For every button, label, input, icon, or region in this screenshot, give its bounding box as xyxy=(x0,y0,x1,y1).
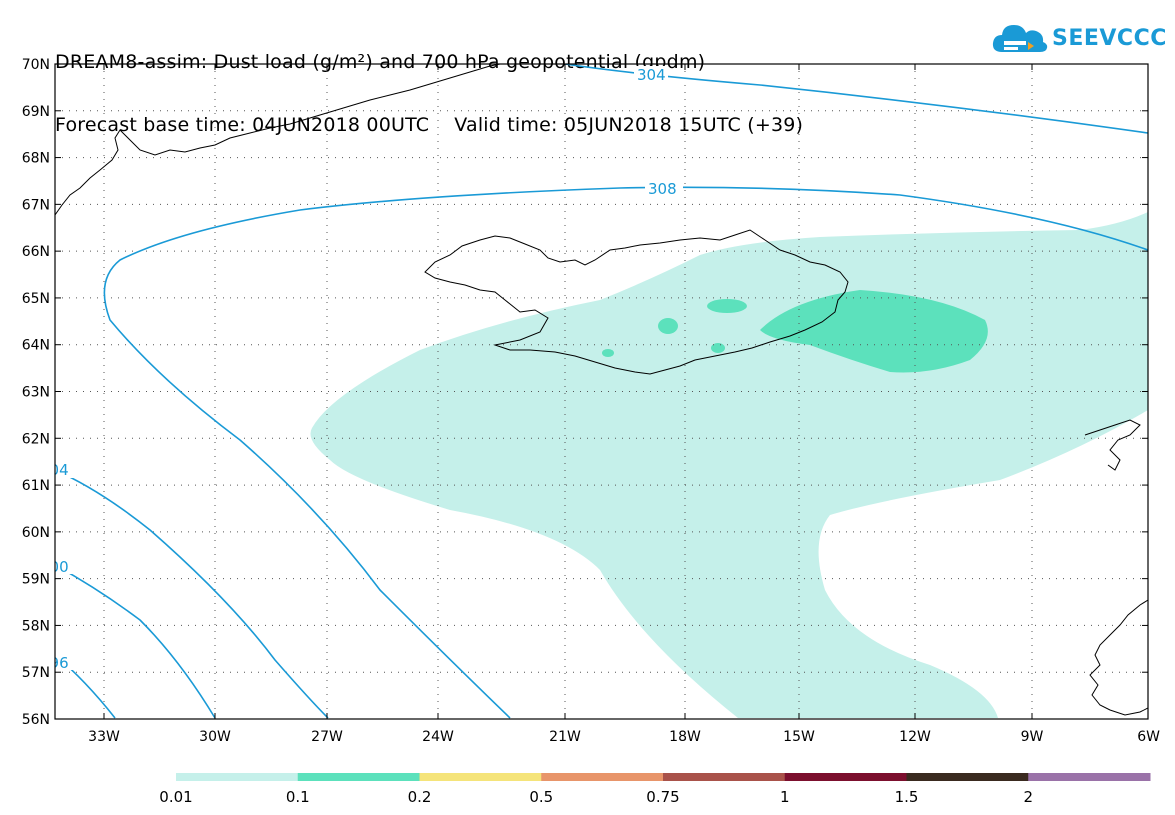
graticule xyxy=(55,64,1148,719)
forecast-base-time: Forecast base time: 04JUN2018 00UTC xyxy=(55,114,430,136)
coast-iceland xyxy=(424,229,849,375)
colorbar: 0.01 0.1 0.2 0.5 0.75 1 1.5 2 xyxy=(159,773,1151,806)
coast-faroe xyxy=(1084,419,1141,471)
colorbar-label-0.2: 0.2 xyxy=(408,788,432,806)
lon-label-9W: 9W xyxy=(1021,729,1044,745)
longitude-labels: 33W 30W 27W 24W 21W 18W 15W 12W 9W 6W xyxy=(88,729,1160,745)
contour-label-304-south: 304 xyxy=(40,461,69,479)
colorbar-label-1: 1 xyxy=(780,788,790,806)
lat-label-70N: 70N xyxy=(22,57,50,73)
colorbar-swatch-1 xyxy=(297,773,420,781)
plot-area: 304 308 304 300 296 xyxy=(40,64,1148,719)
dust-shading-spot-3 xyxy=(711,343,725,353)
axis-ticks xyxy=(55,63,1149,720)
coastlines xyxy=(55,64,1148,716)
lat-label-57N: 57N xyxy=(22,665,50,681)
contour-304-south xyxy=(55,469,329,719)
contour-label-300: 300 xyxy=(40,558,69,576)
colorbar-swatch-5 xyxy=(784,773,907,781)
colorbar-swatch-7 xyxy=(1028,773,1151,781)
lat-label-60N: 60N xyxy=(22,525,50,541)
contour-308 xyxy=(103,186,1148,719)
dust-shading-spot-2 xyxy=(658,318,678,334)
contour-label-308: 308 xyxy=(648,180,677,198)
dust-shading-spot-1 xyxy=(707,299,747,313)
lat-label-65N: 65N xyxy=(22,291,50,307)
lon-label-27W: 27W xyxy=(311,729,343,745)
lat-label-56N: 56N xyxy=(22,712,50,728)
lat-label-61N: 61N xyxy=(22,478,50,494)
colorbar-swatch-4 xyxy=(663,773,786,781)
geopotential-contours xyxy=(55,64,1148,719)
lat-label-63N: 63N xyxy=(22,385,50,401)
lat-label-62N: 62N xyxy=(22,431,50,447)
dust-shading-spot-4 xyxy=(602,349,614,357)
valid-time: Valid time: 05JUN2018 15UTC (+39) xyxy=(454,114,804,136)
contour-label-296: 296 xyxy=(40,654,69,672)
lat-label-58N: 58N xyxy=(22,618,50,634)
lat-label-66N: 66N xyxy=(22,244,50,260)
lon-label-12W: 12W xyxy=(899,729,931,745)
lat-label-68N: 68N xyxy=(22,151,50,167)
lon-label-24W: 24W xyxy=(422,729,454,745)
contour-300 xyxy=(55,564,216,719)
colorbar-label-1.5: 1.5 xyxy=(895,788,919,806)
map-title: DREAM8-assim: Dust load (g/m²) and 700 h… xyxy=(55,10,803,157)
lat-label-67N: 67N xyxy=(22,197,50,213)
latitude-labels: 70N 69N 68N 67N 66N 65N 64N 63N 62N 61N 60N 59N 58N 5… xyxy=(22,57,50,728)
lon-label-15W: 15W xyxy=(783,729,815,745)
contour-304-north xyxy=(564,64,1148,134)
lat-label-69N: 69N xyxy=(22,104,50,120)
colorbar-label-2: 2 xyxy=(1023,788,1033,806)
colorbar-swatch-2 xyxy=(419,773,542,781)
lon-label-33W: 33W xyxy=(88,729,120,745)
colorbar-swatch-0 xyxy=(176,773,299,781)
colorbar-label-0.75: 0.75 xyxy=(646,788,679,806)
title-line-2: Forecast base time: 04JUN2018 00UTC Vali… xyxy=(55,115,803,136)
colorbar-label-0.01: 0.01 xyxy=(159,788,192,806)
coast-greenland xyxy=(55,64,501,216)
colorbar-label-0.1: 0.1 xyxy=(286,788,310,806)
lat-label-59N: 59N xyxy=(22,572,50,588)
lon-label-18W: 18W xyxy=(669,729,701,745)
lat-label-64N: 64N xyxy=(22,338,50,354)
colorbar-label-0.5: 0.5 xyxy=(529,788,553,806)
shading-hole xyxy=(618,261,646,275)
cloud-logo-icon xyxy=(992,25,1048,52)
contour-label-304-north: 304 xyxy=(637,66,666,84)
coast-scotland xyxy=(1089,599,1148,716)
lon-label-21W: 21W xyxy=(549,729,581,745)
colorbar-swatch-6 xyxy=(906,773,1029,781)
colorbar-swatch-3 xyxy=(541,773,664,781)
logo-text: SEEVCCC xyxy=(1052,26,1167,51)
title-line-1: DREAM8-assim: Dust load (g/m²) and 700 h… xyxy=(55,51,706,73)
lon-label-6W: 6W xyxy=(1137,729,1160,745)
dust-shading-medium xyxy=(760,290,988,373)
dust-shading-light xyxy=(310,212,1148,718)
lon-label-30W: 30W xyxy=(199,729,231,745)
